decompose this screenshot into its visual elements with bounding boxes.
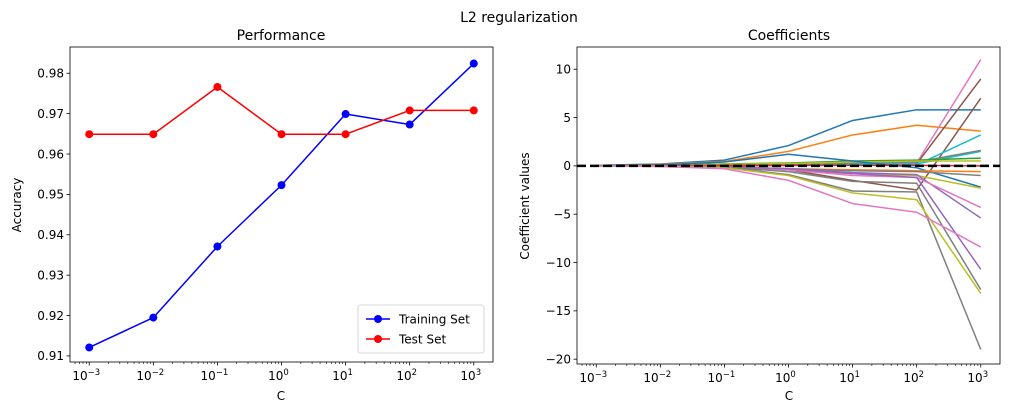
performance-point-training-set bbox=[405, 120, 414, 129]
coefficients-xtick-label: 102 bbox=[903, 370, 924, 385]
performance-ytick-label: 0.98 bbox=[37, 67, 64, 81]
coefficients-ytick-label: −15 bbox=[546, 304, 571, 318]
coefficients-axes-frame bbox=[576, 46, 1001, 365]
performance-ytick-label: 0.92 bbox=[37, 309, 64, 323]
legend-marker-swatch bbox=[374, 335, 382, 343]
coefficients-ytick-label: −10 bbox=[546, 256, 571, 270]
coefficients-ylabel: Coefficient values bbox=[518, 152, 532, 259]
performance-ytick-label: 0.97 bbox=[37, 107, 64, 121]
coefficients-xtick-label: 101 bbox=[839, 370, 860, 385]
performance-point-test-set bbox=[469, 106, 478, 115]
performance-ylabel: Accuracy bbox=[10, 178, 24, 233]
legend-label: Test Set bbox=[398, 332, 446, 346]
performance-xtick-label: 101 bbox=[332, 368, 353, 383]
performance-title: Performance bbox=[237, 28, 326, 44]
performance-point-training-set bbox=[341, 110, 350, 119]
performance-point-test-set bbox=[149, 130, 158, 139]
performance-ytick-label: 0.95 bbox=[37, 188, 64, 202]
performance-xtick-label: 100 bbox=[268, 368, 289, 383]
coefficients-ytick-label: −5 bbox=[553, 207, 571, 221]
performance-point-test-set bbox=[85, 130, 94, 139]
legend-marker-swatch bbox=[374, 315, 382, 323]
performance-legend: Training Set Test Set bbox=[357, 304, 485, 354]
legend-frame bbox=[357, 304, 485, 354]
performance-series-group bbox=[85, 59, 478, 352]
performance-point-test-set bbox=[277, 130, 286, 139]
performance-xtick-label: 102 bbox=[396, 368, 417, 383]
performance-point-training-set bbox=[85, 343, 94, 352]
coefficients-xtick-label: 10−1 bbox=[708, 370, 736, 385]
performance-point-test-set bbox=[341, 130, 350, 139]
coefficients-plot-area: −20 −15 −10 −5 0 5 10 10−3 10−2 10−1 100 101 102 103 bbox=[546, 46, 1001, 385]
coefficients-xtick-label: 103 bbox=[967, 370, 988, 385]
performance-xlabel: C bbox=[277, 389, 285, 403]
performance-ytick-label: 0.93 bbox=[37, 268, 64, 282]
performance-ytick-label: 0.91 bbox=[37, 349, 64, 363]
coefficients-ytick-label: −20 bbox=[546, 352, 571, 366]
performance-point-test-set bbox=[213, 82, 222, 91]
coefficients-xtick-label: 100 bbox=[775, 370, 796, 385]
performance-point-training-set bbox=[149, 313, 158, 322]
coefficients-xtick-label: 10−3 bbox=[579, 370, 607, 385]
legend-item: Training Set bbox=[366, 312, 470, 326]
performance-point-test-set bbox=[405, 106, 414, 115]
figure-suptitle: L2 regularization bbox=[460, 10, 578, 26]
performance-xtick-label: 10−2 bbox=[136, 368, 164, 383]
coefficients-xlabel: C bbox=[785, 389, 793, 403]
legend-label: Training Set bbox=[398, 312, 470, 326]
legend-item: Test Set bbox=[366, 332, 446, 346]
performance-axes-frame bbox=[69, 46, 494, 363]
performance-xtick-label: 10−1 bbox=[201, 368, 229, 383]
coefficients-xtick-label: 10−2 bbox=[643, 370, 671, 385]
coefficients-panel: Coefficients −20 −15 −10 −5 0 5 10 10−3 10−2 10−1… bbox=[518, 28, 1001, 403]
performance-plot-area: 0.91 0.92 0.93 0.94 0.95 0.96 0.97 0.98 10−3 10−2… bbox=[37, 46, 494, 383]
performance-xtick-label: 103 bbox=[460, 368, 481, 383]
performance-point-training-set bbox=[213, 242, 222, 251]
coefficients-series-group bbox=[577, 59, 1000, 350]
performance-ytick-label: 0.94 bbox=[37, 228, 64, 242]
performance-point-training-set bbox=[277, 181, 286, 190]
performance-panel: Performance 0.91 0.92 0.93 0.94 0.95 0.96 0.97… bbox=[10, 28, 494, 403]
performance-ytick-label: 0.96 bbox=[37, 147, 64, 161]
coefficients-ytick-label: 5 bbox=[563, 111, 571, 125]
performance-xtick-label: 10−3 bbox=[72, 368, 100, 383]
coefficients-ytick-label: 0 bbox=[563, 159, 571, 173]
coefficients-ytick-label: 10 bbox=[556, 63, 571, 77]
performance-point-training-set bbox=[469, 59, 478, 68]
coefficients-title: Coefficients bbox=[748, 28, 830, 44]
